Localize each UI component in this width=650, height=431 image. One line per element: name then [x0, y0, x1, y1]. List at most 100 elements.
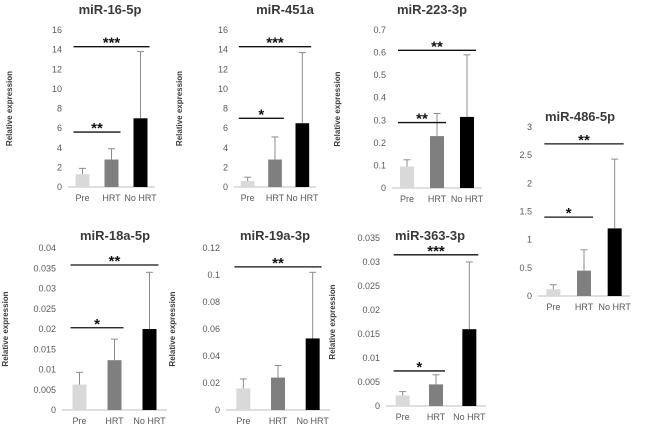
category-label: HRT — [102, 193, 121, 203]
bar-2 — [295, 123, 310, 187]
category-label: Pre — [72, 416, 86, 426]
y-tick-label: 0.4 — [373, 93, 386, 103]
category-label: HRT — [266, 193, 285, 203]
y-tick-label: 4 — [223, 143, 228, 153]
y-axis-label: Relative expression — [333, 71, 342, 146]
y-tick-label: 0 — [57, 182, 62, 192]
y-axis-label: Relative expression — [175, 71, 184, 146]
category-label: No HRT — [598, 302, 631, 312]
bar-2 — [460, 116, 474, 188]
y-tick-label: 1.5 — [519, 207, 532, 217]
chart-panel-1: miR-451a Relative expression 0 2 4 6 8 10 12 14 16… — [175, 2, 319, 203]
bar-0 — [395, 395, 410, 406]
y-axis-label: Relative expression — [5, 71, 14, 146]
chart-panel-6: miR-363-3p Relative expression 0 0.005 0.01 0… — [328, 228, 486, 422]
bar-0 — [400, 166, 414, 188]
y-tick-label: 0.035 — [33, 263, 56, 273]
y-tick-label: 0.03 — [38, 284, 56, 294]
category-label: No HRT — [286, 193, 319, 203]
y-tick-label: 16 — [52, 25, 62, 35]
category-label: Pre — [241, 193, 255, 203]
bar-1 — [104, 159, 119, 187]
y-tick-label: 0 — [381, 183, 386, 193]
y-tick-label: 0.1 — [373, 160, 386, 170]
y-tick-label: 0.04 — [202, 351, 220, 361]
y-tick-label: 8 — [57, 104, 62, 114]
y-tick-label: 0.2 — [373, 138, 386, 148]
panel-title: miR-486-5p — [545, 109, 615, 124]
y-axis-label: Relative expression — [1, 291, 10, 366]
significance-label: ** — [91, 120, 103, 137]
panel-title: miR-18a-5p — [80, 228, 150, 243]
significance-label: *** — [103, 35, 121, 52]
significance-label: ** — [272, 255, 284, 272]
bar-0 — [72, 384, 87, 410]
y-tick-label: 0.12 — [202, 243, 220, 253]
y-tick-label: 12 — [52, 64, 62, 74]
category-label: No HRT — [133, 416, 166, 426]
y-tick-label: 0.04 — [38, 243, 56, 253]
category-label: HRT — [428, 194, 447, 204]
category-label: Pre — [236, 416, 250, 426]
category-label: No HRT — [296, 416, 329, 426]
y-tick-label: 12 — [218, 64, 228, 74]
bar-2 — [142, 329, 157, 410]
y-tick-label: 10 — [218, 84, 228, 94]
y-tick-label: 2 — [57, 162, 62, 172]
category-label: No HRT — [124, 193, 157, 203]
chart-panel-0: miR-16-5p Relative expression 0 2 4 6 8 10 12 14 1… — [5, 2, 157, 203]
category-label: Pre — [400, 194, 414, 204]
bar-2 — [462, 329, 477, 406]
bar-0 — [546, 289, 561, 296]
y-tick-label: 4 — [57, 143, 62, 153]
panel-title: miR-223-3p — [397, 2, 467, 17]
bar-2 — [607, 228, 622, 296]
y-tick-label: 0.015 — [33, 344, 56, 354]
significance-label: * — [258, 106, 264, 123]
y-tick-label: 0 — [375, 401, 380, 411]
y-tick-label: 0.02 — [202, 378, 220, 388]
y-tick-label: 0.08 — [202, 297, 220, 307]
y-tick-label: 0 — [527, 291, 532, 301]
y-tick-label: 0.06 — [202, 324, 220, 334]
category-label: HRT — [575, 302, 594, 312]
y-tick-label: 0.025 — [33, 304, 56, 314]
bar-1 — [271, 377, 285, 410]
category-label: Pre — [75, 193, 89, 203]
bar-2 — [305, 338, 320, 410]
y-tick-label: 6 — [223, 123, 228, 133]
bar-1 — [430, 136, 444, 188]
significance-label: * — [566, 205, 572, 222]
bar-1 — [577, 270, 591, 296]
bar-0 — [240, 181, 255, 187]
y-tick-label: 0.035 — [357, 233, 380, 243]
category-label: HRT — [105, 416, 124, 426]
category-label: HRT — [269, 416, 288, 426]
significance-label: ** — [109, 253, 121, 270]
y-tick-label: 0.1 — [207, 270, 220, 280]
y-tick-label: 2.5 — [519, 150, 532, 160]
y-tick-label: 0.3 — [373, 115, 386, 125]
significance-label: *** — [427, 243, 445, 260]
bar-1 — [268, 159, 282, 187]
y-tick-label: 3 — [527, 122, 532, 132]
panel-title: miR-451a — [256, 2, 315, 17]
chart-panel-2: miR-223-3p Relative expression 0 0.1 0.2 0.3 0… — [333, 2, 484, 204]
bar-1 — [107, 360, 122, 410]
y-tick-label: 1 — [527, 235, 532, 245]
y-tick-label: 0.02 — [38, 324, 56, 334]
y-axis-label: Relative expression — [328, 284, 337, 359]
y-tick-label: 0.03 — [362, 257, 380, 267]
chart-panel-4: miR-18a-5p Relative expression 0 0.005 0.01 0… — [1, 228, 167, 426]
category-label: Pre — [396, 412, 410, 422]
category-label: HRT — [427, 412, 446, 422]
significance-label: ** — [431, 38, 443, 55]
y-tick-label: 0.6 — [373, 48, 386, 58]
y-tick-label: 0.005 — [357, 377, 380, 387]
significance-label: *** — [266, 35, 284, 52]
significance-label: ** — [416, 111, 428, 128]
panel-title: miR-363-3p — [395, 228, 465, 243]
y-tick-label: 14 — [52, 45, 62, 55]
panel-title: miR-19a-3p — [240, 228, 310, 243]
